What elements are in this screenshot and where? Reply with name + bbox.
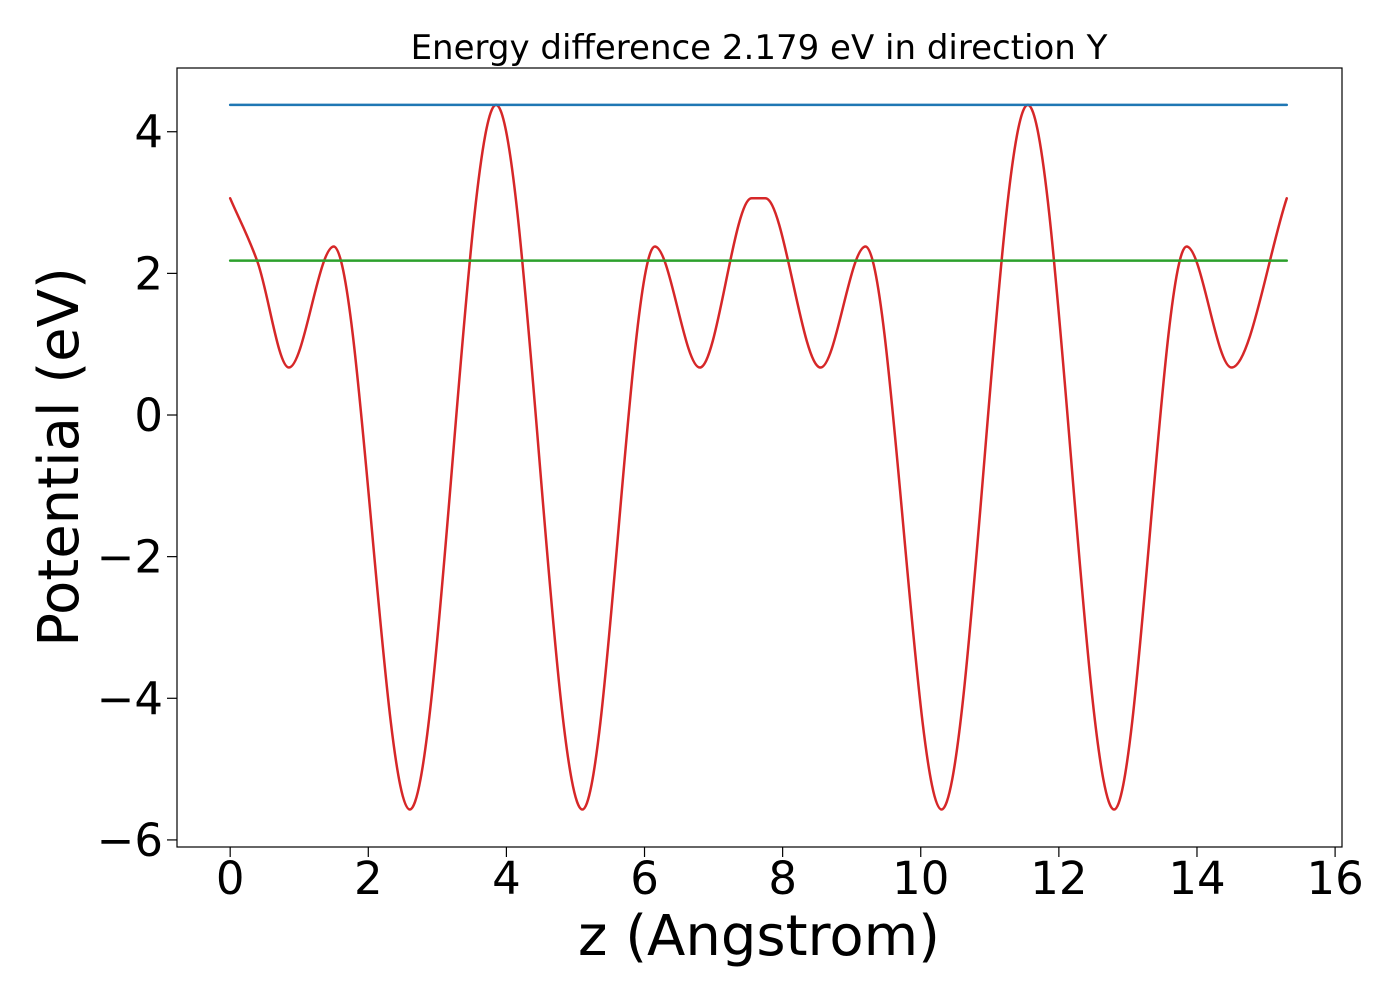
x-axis-title: z (Angstrom)	[578, 904, 940, 969]
x-tick-label: 2	[354, 852, 383, 905]
y-tick-label: 0	[134, 389, 163, 442]
x-tick-label: 4	[492, 852, 521, 905]
y-tick-label: 2	[134, 247, 163, 300]
x-tick-label: 12	[1030, 852, 1087, 905]
plot-frame	[176, 67, 1343, 848]
x-axis: 0 2 4 6 8 10 12 14 16	[216, 847, 1364, 905]
x-tick-label: 6	[630, 852, 659, 905]
x-tick-label: 14	[1168, 852, 1225, 905]
x-tick-label: 10	[892, 852, 949, 905]
y-tick-label: −6	[97, 814, 163, 867]
y-axis: −6 −4 −2 0 2 4	[97, 106, 177, 867]
chart-title: Energy difference 2.179 eV in direction …	[411, 28, 1108, 68]
plot-area	[228, 103, 1288, 811]
x-tick-label: 8	[768, 852, 797, 905]
y-tick-label: −2	[97, 531, 163, 584]
series-line-1	[228, 103, 1288, 811]
y-axis-title: Potential (eV)	[27, 267, 92, 647]
x-tick-label: 16	[1306, 852, 1363, 905]
x-tick-label: 0	[216, 852, 245, 905]
y-tick-label: 4	[134, 106, 163, 159]
y-tick-label: −4	[97, 672, 163, 725]
